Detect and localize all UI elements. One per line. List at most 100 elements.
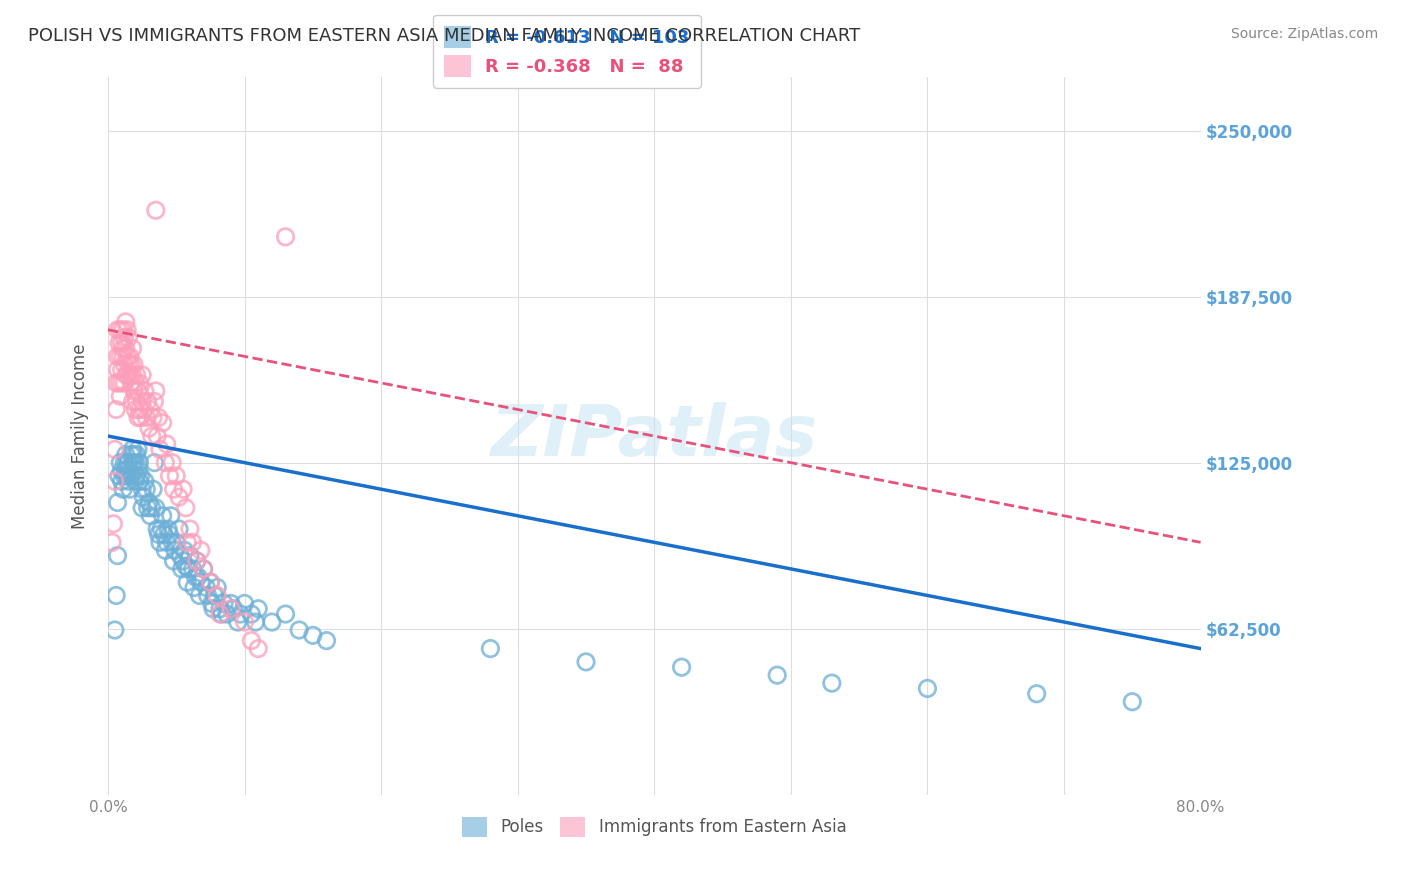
Point bbox=[117, 331, 139, 345]
Point bbox=[125, 368, 148, 382]
Point bbox=[121, 456, 143, 470]
Point bbox=[181, 562, 204, 576]
Point bbox=[150, 522, 173, 536]
Text: Source: ZipAtlas.com: Source: ZipAtlas.com bbox=[1230, 27, 1378, 41]
Point bbox=[155, 543, 177, 558]
Point bbox=[111, 376, 134, 390]
Point bbox=[186, 554, 208, 568]
Point bbox=[120, 376, 142, 390]
Point bbox=[117, 357, 139, 371]
Point bbox=[240, 633, 263, 648]
Point bbox=[202, 601, 225, 615]
Point bbox=[131, 500, 153, 515]
Point bbox=[187, 570, 209, 584]
Point bbox=[124, 376, 146, 390]
Point bbox=[188, 589, 211, 603]
Point bbox=[136, 394, 159, 409]
Point bbox=[110, 389, 132, 403]
Point bbox=[111, 336, 134, 351]
Point bbox=[125, 448, 148, 462]
Point bbox=[114, 342, 136, 356]
Point bbox=[208, 607, 231, 621]
Point bbox=[142, 482, 165, 496]
Point bbox=[111, 464, 134, 478]
Point bbox=[207, 589, 229, 603]
Point bbox=[115, 350, 138, 364]
Point bbox=[134, 475, 156, 489]
Point bbox=[114, 448, 136, 462]
Point bbox=[156, 535, 179, 549]
Point bbox=[108, 469, 131, 483]
Point bbox=[112, 376, 135, 390]
Point bbox=[207, 581, 229, 595]
Point bbox=[105, 589, 128, 603]
Point bbox=[208, 601, 231, 615]
Point bbox=[172, 482, 194, 496]
Point bbox=[145, 500, 167, 515]
Point bbox=[121, 368, 143, 382]
Point bbox=[177, 562, 200, 576]
Point bbox=[148, 527, 170, 541]
Point bbox=[111, 482, 134, 496]
Point bbox=[122, 384, 145, 398]
Point bbox=[112, 469, 135, 483]
Point bbox=[136, 500, 159, 515]
Point bbox=[107, 323, 129, 337]
Point bbox=[174, 559, 197, 574]
Point bbox=[1025, 687, 1047, 701]
Point bbox=[159, 508, 181, 523]
Point bbox=[240, 607, 263, 621]
Point bbox=[127, 410, 149, 425]
Point bbox=[124, 456, 146, 470]
Point bbox=[143, 394, 166, 409]
Point bbox=[121, 394, 143, 409]
Point bbox=[104, 623, 127, 637]
Point bbox=[127, 384, 149, 398]
Point bbox=[132, 402, 155, 417]
Point bbox=[145, 203, 167, 218]
Point bbox=[110, 350, 132, 364]
Point bbox=[193, 562, 215, 576]
Point bbox=[115, 456, 138, 470]
Point bbox=[131, 482, 153, 496]
Point bbox=[125, 469, 148, 483]
Point bbox=[107, 549, 129, 563]
Point bbox=[917, 681, 939, 696]
Text: ZIPatlas: ZIPatlas bbox=[491, 401, 818, 471]
Point bbox=[121, 342, 143, 356]
Point bbox=[122, 464, 145, 478]
Legend: Poles, Immigrants from Eastern Asia: Poles, Immigrants from Eastern Asia bbox=[456, 810, 853, 844]
Point bbox=[135, 410, 157, 425]
Point bbox=[118, 482, 141, 496]
Point bbox=[174, 500, 197, 515]
Point bbox=[233, 615, 256, 629]
Point bbox=[129, 469, 152, 483]
Point bbox=[125, 394, 148, 409]
Point bbox=[138, 421, 160, 435]
Point bbox=[117, 456, 139, 470]
Point bbox=[112, 456, 135, 470]
Point bbox=[215, 607, 238, 621]
Point bbox=[274, 607, 297, 621]
Point bbox=[181, 535, 204, 549]
Point bbox=[128, 402, 150, 417]
Point bbox=[153, 527, 176, 541]
Point bbox=[115, 368, 138, 382]
Point bbox=[821, 676, 844, 690]
Point bbox=[288, 623, 311, 637]
Point bbox=[233, 596, 256, 610]
Point bbox=[111, 342, 134, 356]
Point bbox=[104, 442, 127, 457]
Point bbox=[479, 641, 502, 656]
Point bbox=[120, 357, 142, 371]
Point bbox=[115, 323, 138, 337]
Point bbox=[112, 357, 135, 371]
Point bbox=[671, 660, 693, 674]
Point bbox=[162, 554, 184, 568]
Point bbox=[111, 350, 134, 364]
Point bbox=[167, 522, 190, 536]
Point bbox=[184, 570, 207, 584]
Point bbox=[139, 402, 162, 417]
Point bbox=[162, 482, 184, 496]
Point bbox=[165, 469, 187, 483]
